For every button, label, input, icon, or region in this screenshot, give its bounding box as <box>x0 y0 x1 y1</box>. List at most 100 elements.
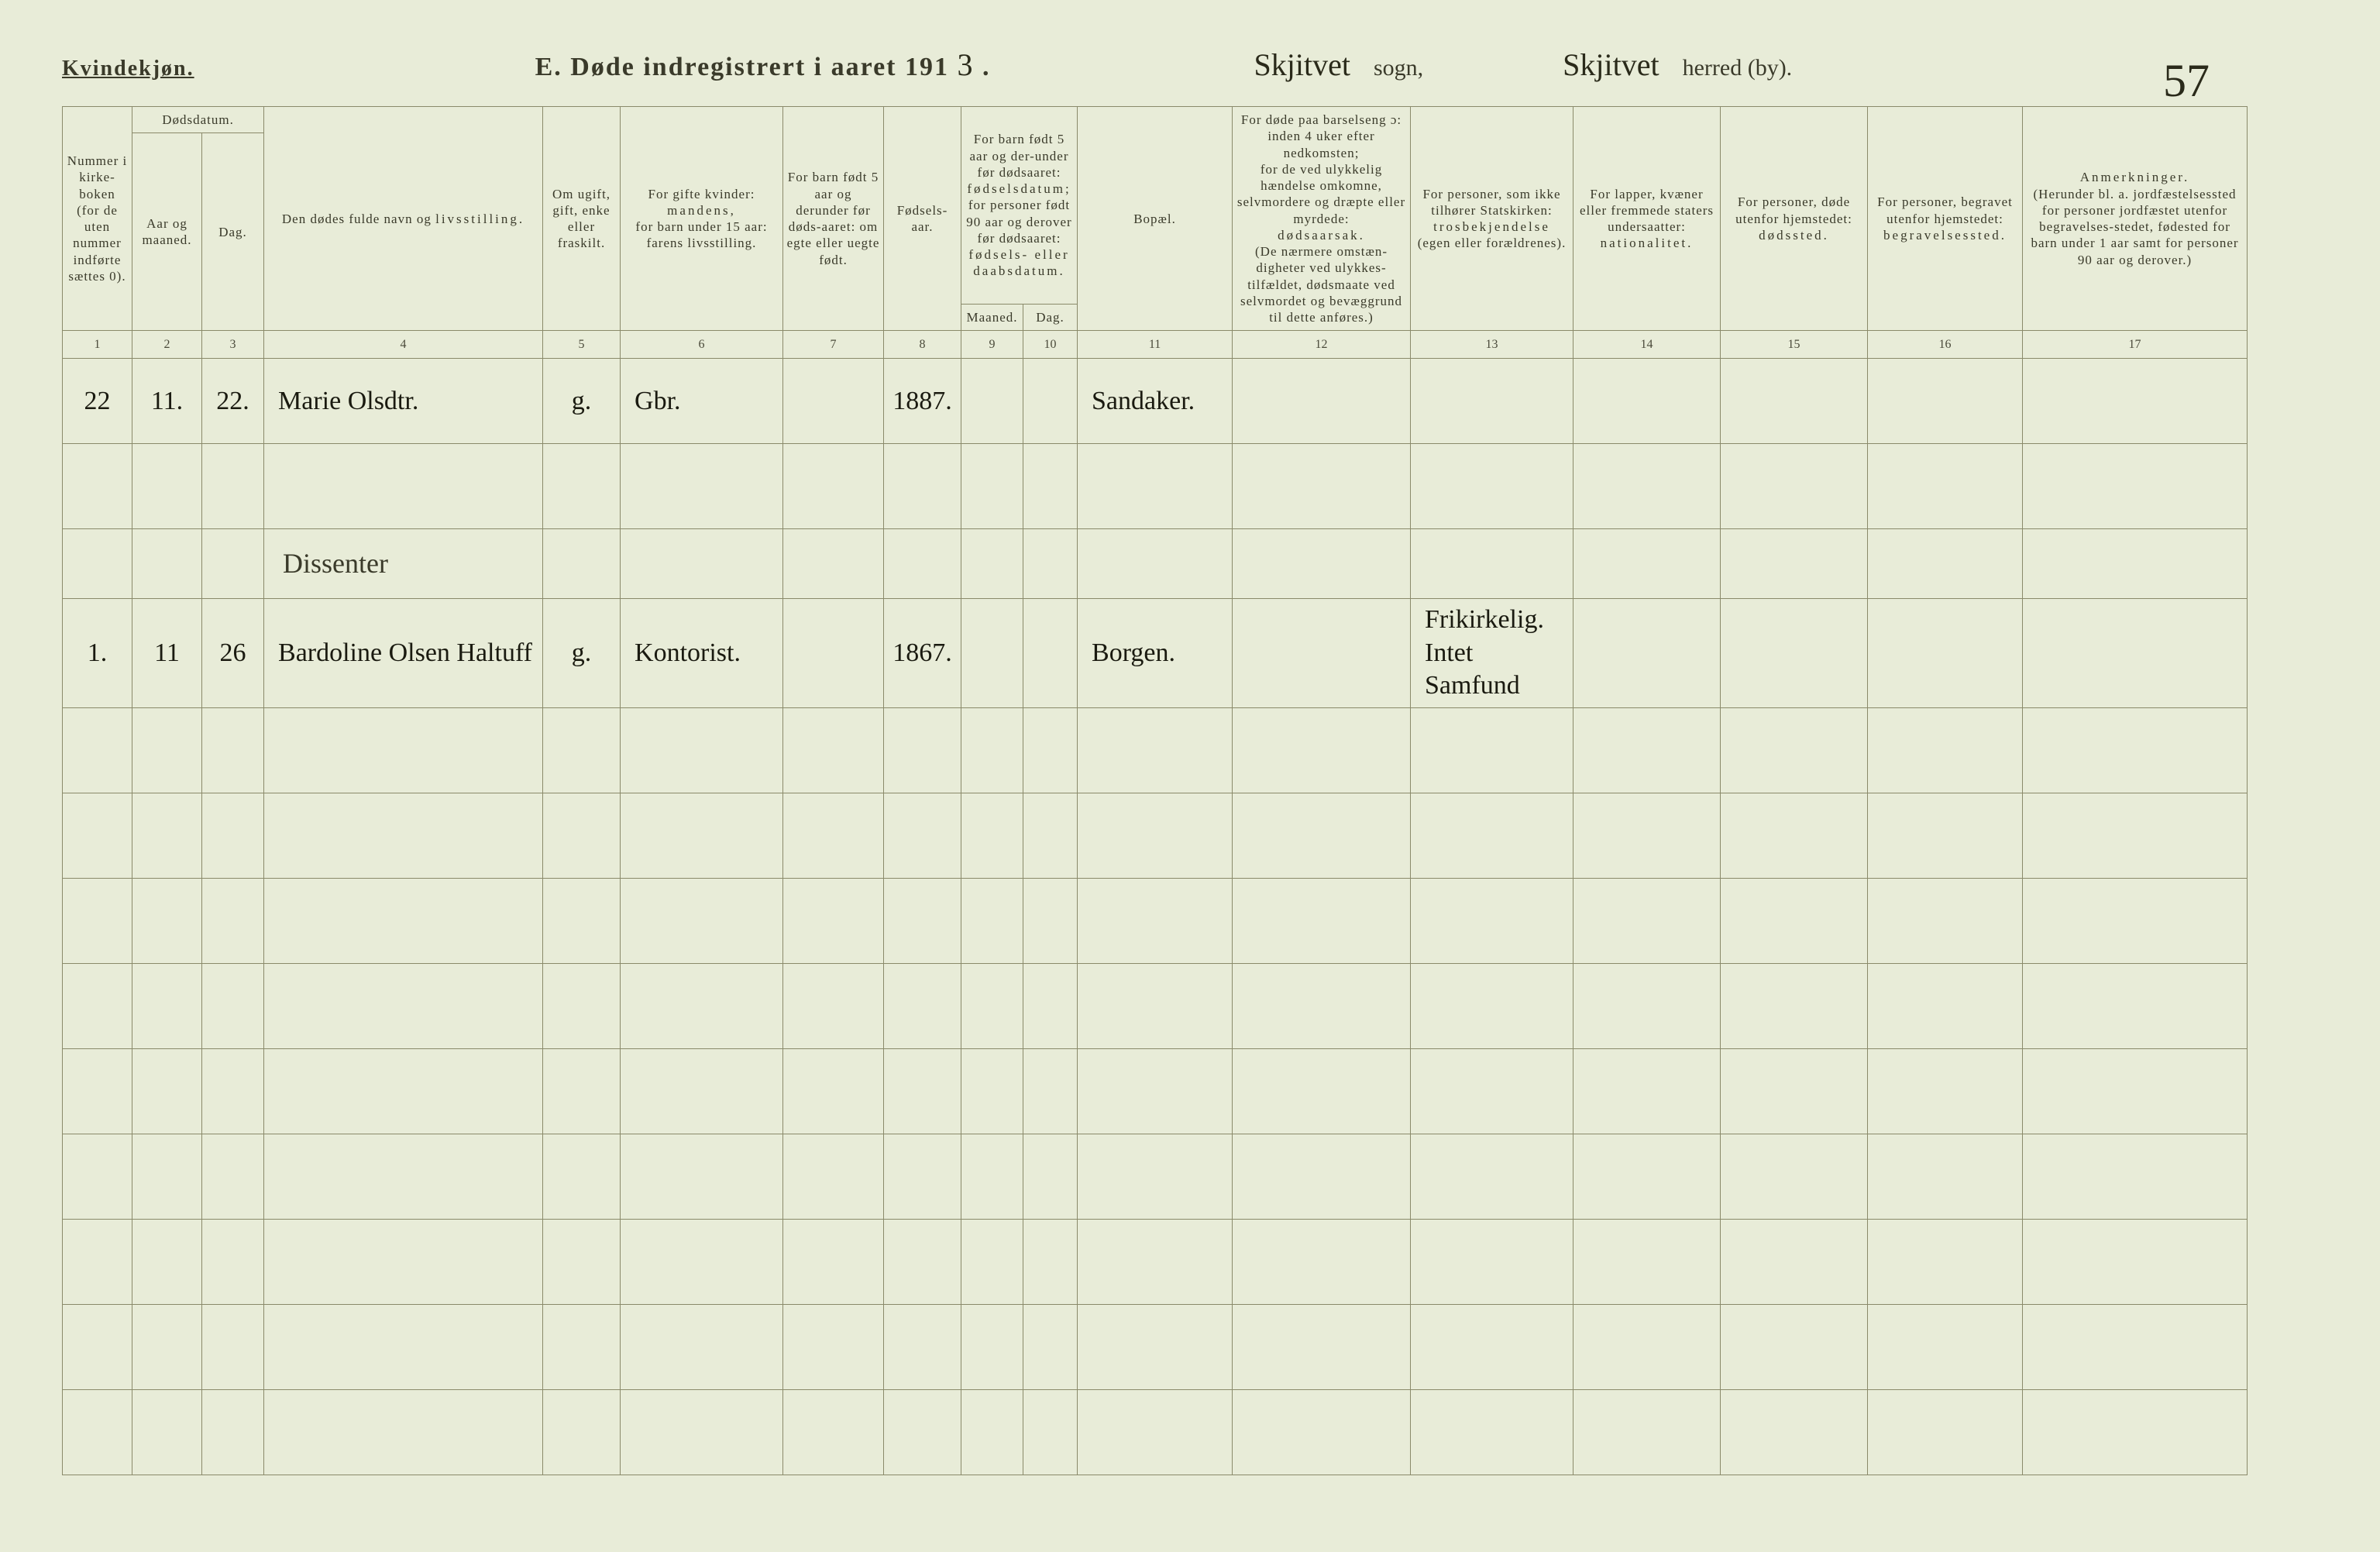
cell-17 <box>2023 359 2248 444</box>
herred-hand: Skjitvet <box>1563 46 1659 83</box>
colnum: 14 <box>1573 331 1721 359</box>
page-number: 57 <box>2163 54 2210 108</box>
col-hdr-16b: begravelsessted. <box>1883 228 2007 243</box>
cell-navn: Bardoline Olsen Haltuff <box>264 599 543 708</box>
col-hdr-3: Dag. <box>202 133 264 331</box>
cell-16 <box>1868 599 2023 708</box>
table-row-empty <box>63 444 2248 529</box>
table-row-empty <box>63 793 2248 878</box>
col-hdr-6a: For gifte kvinder: <box>648 187 755 201</box>
col-hdr-9-10-c: fødsels- eller daabsdatum. <box>968 247 1069 278</box>
title-main: Døde indregistrert i aaret 191 <box>570 53 949 81</box>
page-title: E. Døde indregistrert i aaret 191 3 . <box>535 46 991 83</box>
table-head: Nummer i kirke-boken (for de uten nummer… <box>63 107 2248 359</box>
page-header: Kvindekjøn. E. Døde indregistrert i aare… <box>62 46 2318 83</box>
cell-10 <box>1023 359 1078 444</box>
section-label: Dissenter <box>264 529 543 599</box>
colnum: 6 <box>621 331 783 359</box>
col-hdr-6d: farens livsstilling. <box>647 236 757 250</box>
col-hdr-4a: Den dødes fulde navn og <box>282 212 435 226</box>
col-hdr-6: For gifte kvinder: mandens, for barn und… <box>621 107 783 331</box>
cell-num: 1. <box>63 599 132 708</box>
col-hdr-9-10-a: fødselsdatum; <box>967 181 1071 196</box>
col-hdr-10: Dag. <box>1023 305 1078 331</box>
col-hdr-6c: for barn under 15 aar: <box>635 219 767 234</box>
cell-dag: 26 <box>202 599 264 708</box>
table-row-empty <box>63 878 2248 963</box>
cell-12 <box>1233 599 1411 708</box>
col-hdr-15: For personer, døde utenfor hjemstedet: d… <box>1721 107 1868 331</box>
cell-bopael: Borgen. <box>1078 599 1233 708</box>
colnum: 12 <box>1233 331 1411 359</box>
colnum: 15 <box>1721 331 1868 359</box>
col-hdr-1: Nummer i kirke-boken (for de uten nummer… <box>63 107 132 331</box>
col-hdr-17a: Anmerkninger. <box>2080 170 2189 184</box>
col-hdr-15a: For personer, døde utenfor hjemstedet: <box>1735 194 1852 225</box>
col-hdr-11: Bopæl. <box>1078 107 1233 331</box>
sogn-hand: Skjitvet <box>1254 46 1350 83</box>
col-hdr-7: For barn født 5 aar og derunder før døds… <box>783 107 884 331</box>
cell-17 <box>2023 599 2248 708</box>
cell-14 <box>1573 359 1721 444</box>
cell-15 <box>1721 359 1868 444</box>
cell-faar: 1867. <box>884 599 961 708</box>
table-row: 22 11. 22. Marie Olsdtr. g. Gbr. 1887. S… <box>63 359 2248 444</box>
col-hdr-9-10-b: for personer født 90 aar og derover før … <box>966 198 1071 246</box>
cell-forsorger: Gbr. <box>621 359 783 444</box>
col-hdr-13a: For personer, som ikke tilhører Statskir… <box>1422 187 1560 218</box>
col-hdr-5: Om ugift, gift, enke eller fraskilt. <box>543 107 621 331</box>
col-hdr-12a: For døde paa barselseng ɔ: inden 4 uker … <box>1241 112 1402 160</box>
table-body: 22 11. 22. Marie Olsdtr. g. Gbr. 1887. S… <box>63 359 2248 1475</box>
cell-9 <box>961 599 1023 708</box>
colnum: 17 <box>2023 331 2248 359</box>
col-hdr-14a: For lapper, kvæner eller fremmede stater… <box>1580 187 1714 235</box>
col-hdr-9-10: For barn født 5 aar og der-under før død… <box>961 107 1078 305</box>
cell-aar: 11 <box>132 599 202 708</box>
cell-10 <box>1023 599 1078 708</box>
col-hdr-8: Fødsels-aar. <box>884 107 961 331</box>
cell-9 <box>961 359 1023 444</box>
cell-13: Frikirkelig. Intet Samfund <box>1411 599 1573 708</box>
sogn-block: Skjitvet sogn, <box>1254 46 1424 83</box>
sogn-label: sogn, <box>1374 55 1423 81</box>
col-hdr-13c: (egen eller forældrenes). <box>1418 236 1567 250</box>
colnum: 8 <box>884 331 961 359</box>
cell-aar: 11. <box>132 359 202 444</box>
cell-sivil: g. <box>543 359 621 444</box>
colnum: 5 <box>543 331 621 359</box>
colnum: 10 <box>1023 331 1078 359</box>
column-numbers-row: 1 2 3 4 5 6 7 8 9 10 11 12 13 14 15 16 1… <box>63 331 2248 359</box>
col-hdr-15b: dødssted. <box>1759 228 1829 243</box>
colnum: 13 <box>1411 331 1573 359</box>
col-hdr-6b: mandens, <box>667 203 736 218</box>
table-row: 1. 11 26 Bardoline Olsen Haltuff g. Kont… <box>63 599 2248 708</box>
col-hdr-12b: for de ved ulykkelig hændelse omkomne, s… <box>1237 162 1405 226</box>
cell-sivil: g. <box>543 599 621 708</box>
table-row-empty <box>63 1048 2248 1134</box>
table-row-empty <box>63 707 2248 793</box>
table-row-empty <box>63 963 2248 1048</box>
col-hdr-2: Aar og maaned. <box>132 133 202 331</box>
table-row-empty <box>63 1389 2248 1475</box>
section-row-dissenter: Dissenter <box>63 529 2248 599</box>
table-row-empty <box>63 1219 2248 1304</box>
table-row-empty <box>63 1304 2248 1389</box>
col-hdr-17b: (Herunder bl. a. jordfæstelsessted for p… <box>2031 187 2238 267</box>
colnum: 1 <box>63 331 132 359</box>
cell-12 <box>1233 359 1411 444</box>
title-year-hand: 3 <box>958 46 975 83</box>
col-hdr-13b: trosbekjendelse <box>1433 219 1550 234</box>
col-hdr-4: Den dødes fulde navn og livsstilling. <box>264 107 543 331</box>
col-hdr-9: Maaned. <box>961 305 1023 331</box>
col-hdr-9-10-t: For barn født 5 aar og der-under før død… <box>970 132 1069 180</box>
col-hdr-4b: livsstilling. <box>435 212 524 226</box>
cell-faar: 1887. <box>884 359 961 444</box>
colnum: 16 <box>1868 331 2023 359</box>
cell-7 <box>783 359 884 444</box>
herred-block: Skjitvet herred (by). <box>1563 46 1792 83</box>
col-hdr-12: For døde paa barselseng ɔ: inden 4 uker … <box>1233 107 1411 331</box>
colnum: 2 <box>132 331 202 359</box>
colnum: 7 <box>783 331 884 359</box>
register-table: Nummer i kirke-boken (for de uten nummer… <box>62 106 2248 1475</box>
col-hdr-12c: dødsaarsak. <box>1278 228 1365 243</box>
